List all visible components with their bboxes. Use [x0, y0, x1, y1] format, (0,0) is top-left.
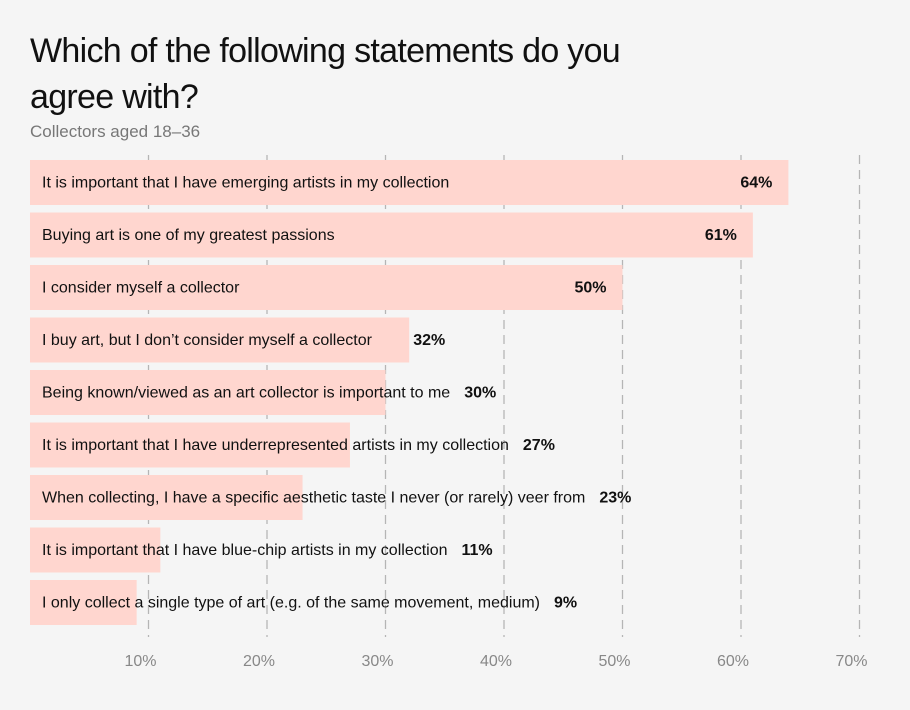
- chart-title: Which of the following statements do you…: [30, 32, 621, 116]
- x-tick-label: 70%: [835, 653, 867, 670]
- bar-category-label: It is important that I have emerging art…: [42, 175, 449, 192]
- bar: [30, 475, 303, 520]
- bar: [30, 527, 161, 573]
- bar: [30, 422, 350, 468]
- bar: [30, 580, 137, 625]
- x-tick-label: 40%: [480, 653, 512, 670]
- bar-value-label: 64%: [740, 175, 772, 192]
- bar: [30, 160, 789, 205]
- bar: [30, 317, 410, 363]
- bar-category-label: Buying art is one of my greatest passion…: [42, 227, 335, 244]
- x-axis-ticks: 10% 20% 30% 40% 50% 60% 70%: [124, 653, 867, 670]
- x-tick-label: 30%: [361, 653, 393, 670]
- bar-category-label: When collecting, I have a specific aesth…: [42, 490, 585, 507]
- bar-labels: It is important that I have emerging art…: [42, 175, 772, 612]
- bar-value-label: 23%: [599, 490, 631, 507]
- x-tick-label: 50%: [598, 653, 630, 670]
- bar-category-label: It is important that I have blue-chip ar…: [42, 542, 448, 559]
- bar: [30, 265, 623, 310]
- x-tick-label: 20%: [243, 653, 275, 670]
- bar-value-label: 30%: [464, 385, 496, 402]
- bars: [30, 160, 789, 625]
- bar-value-label: 11%: [462, 542, 493, 559]
- bar-value-label: 27%: [523, 437, 555, 454]
- bar-category-label: It is important that I have underreprese…: [42, 437, 509, 454]
- bar-value-label: 9%: [554, 595, 577, 612]
- chart-subtitle: Collectors aged 18–36: [30, 122, 201, 141]
- bar: [30, 212, 753, 258]
- bar: [30, 370, 386, 415]
- x-tick-label: 10%: [124, 653, 156, 670]
- bar-category-label: I consider myself a collector: [42, 280, 240, 297]
- bar-value-label: 61%: [705, 227, 737, 244]
- bar-value-label: 50%: [574, 280, 606, 297]
- bar-value-label: 32%: [413, 332, 445, 349]
- bar-category-label: I only collect a single type of art (e.g…: [42, 595, 540, 612]
- x-tick-label: 60%: [717, 653, 749, 670]
- bar-category-label: Being known/viewed as an art collector i…: [42, 385, 450, 402]
- bar-category-label: I buy art, but I don’t consider myself a…: [42, 332, 373, 349]
